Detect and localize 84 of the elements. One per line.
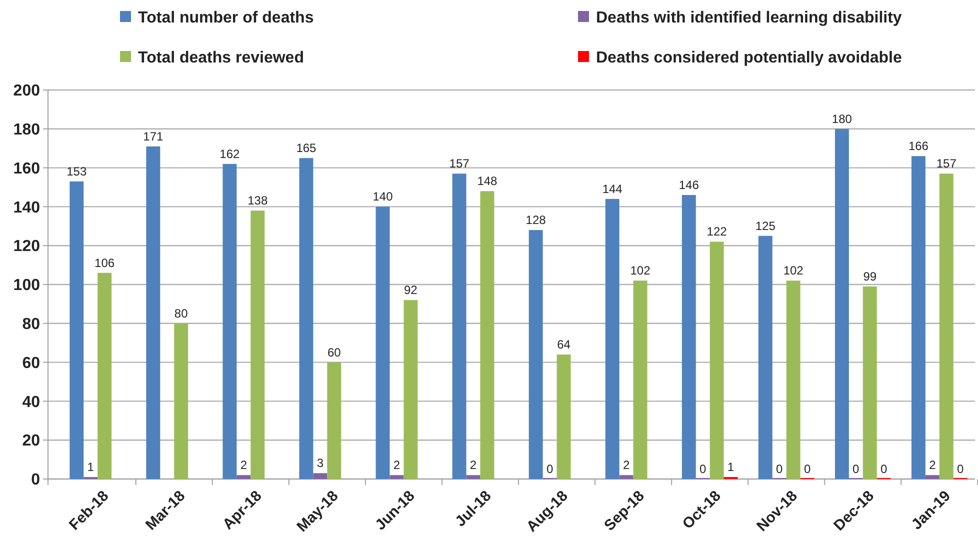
bar	[174, 323, 188, 479]
data-label: 166	[908, 139, 929, 154]
bar	[390, 475, 404, 479]
data-label: 60	[327, 345, 342, 360]
bar	[404, 300, 418, 479]
data-label: 153	[66, 164, 87, 178]
legend-label: Deaths considered potentially avoidable	[596, 50, 902, 67]
data-label: 128	[526, 213, 546, 228]
data-label: 146	[678, 178, 700, 192]
y-tick-label: 20	[22, 432, 40, 450]
data-label: 99	[863, 269, 877, 284]
data-label: 0	[546, 462, 554, 476]
data-label: 2	[622, 458, 630, 472]
data-label: 80	[174, 306, 188, 320]
bar	[327, 362, 342, 479]
bar	[452, 174, 466, 479]
data-label: 64	[557, 338, 571, 352]
data-label: 122	[706, 224, 728, 239]
bar	[236, 475, 251, 479]
data-label: 2	[470, 458, 477, 472]
legend-label: Total number of deaths	[138, 10, 314, 27]
bar	[466, 475, 480, 479]
y-tick-label: 180	[13, 122, 40, 138]
data-label: 3	[316, 456, 324, 470]
data-label: 157	[936, 156, 957, 171]
y-tick-label: 60	[22, 354, 40, 372]
data-label: 2	[240, 458, 248, 472]
bar	[619, 475, 634, 479]
data-label: 157	[449, 156, 470, 171]
y-tick-label: 80	[22, 316, 40, 333]
data-label: 144	[602, 182, 623, 196]
data-label: 0	[852, 462, 860, 476]
bar	[250, 210, 265, 479]
data-label: 0	[699, 462, 706, 476]
bar	[834, 128, 849, 479]
bar	[98, 272, 112, 479]
data-label: 92	[404, 283, 418, 298]
bar	[710, 242, 724, 479]
bar	[862, 286, 877, 479]
data-label: 162	[220, 146, 240, 161]
data-label: 180	[832, 112, 852, 126]
data-label: 106	[94, 256, 115, 270]
data-label: 0	[776, 462, 784, 476]
data-label: 1	[87, 460, 94, 474]
bar	[633, 280, 648, 479]
data-label: 2	[393, 458, 400, 472]
y-tick-label: 40	[22, 394, 40, 411]
data-label: 0	[880, 462, 888, 476]
bar	[480, 191, 494, 479]
data-label: 138	[248, 194, 268, 208]
y-tick-label: 200	[13, 82, 40, 100]
bar	[911, 156, 926, 479]
bar	[313, 473, 328, 479]
y-tick-label: 140	[13, 199, 40, 216]
bar	[682, 195, 696, 479]
data-label: 140	[372, 190, 394, 204]
bar	[556, 354, 571, 479]
data-label: 1	[727, 460, 734, 474]
bar	[376, 206, 390, 479]
y-tick-label: 100	[13, 277, 40, 294]
bar	[925, 475, 940, 479]
bar	[605, 198, 620, 479]
data-label: 165	[296, 141, 317, 156]
bar	[146, 146, 160, 479]
y-tick-label: 120	[13, 238, 40, 256]
bar	[758, 236, 772, 479]
legend-label: Deaths with identified learning disability	[596, 10, 902, 27]
data-label: 171	[143, 129, 164, 144]
data-label: 125	[755, 218, 776, 233]
data-label: 102	[630, 264, 651, 278]
bar	[70, 181, 84, 479]
bar	[939, 174, 954, 479]
data-label: 148	[477, 174, 498, 188]
data-label: 0	[957, 462, 964, 476]
bar	[528, 230, 543, 479]
data-label: 2	[929, 458, 936, 472]
bar	[222, 164, 237, 479]
data-label: 102	[783, 264, 804, 278]
bar	[786, 280, 800, 479]
data-label: 0	[804, 462, 811, 476]
bar	[299, 158, 314, 479]
legend-label: Total deaths reviewed	[138, 50, 304, 67]
y-tick-label: 160	[13, 160, 40, 178]
y-tick-label: 0	[31, 472, 40, 489]
